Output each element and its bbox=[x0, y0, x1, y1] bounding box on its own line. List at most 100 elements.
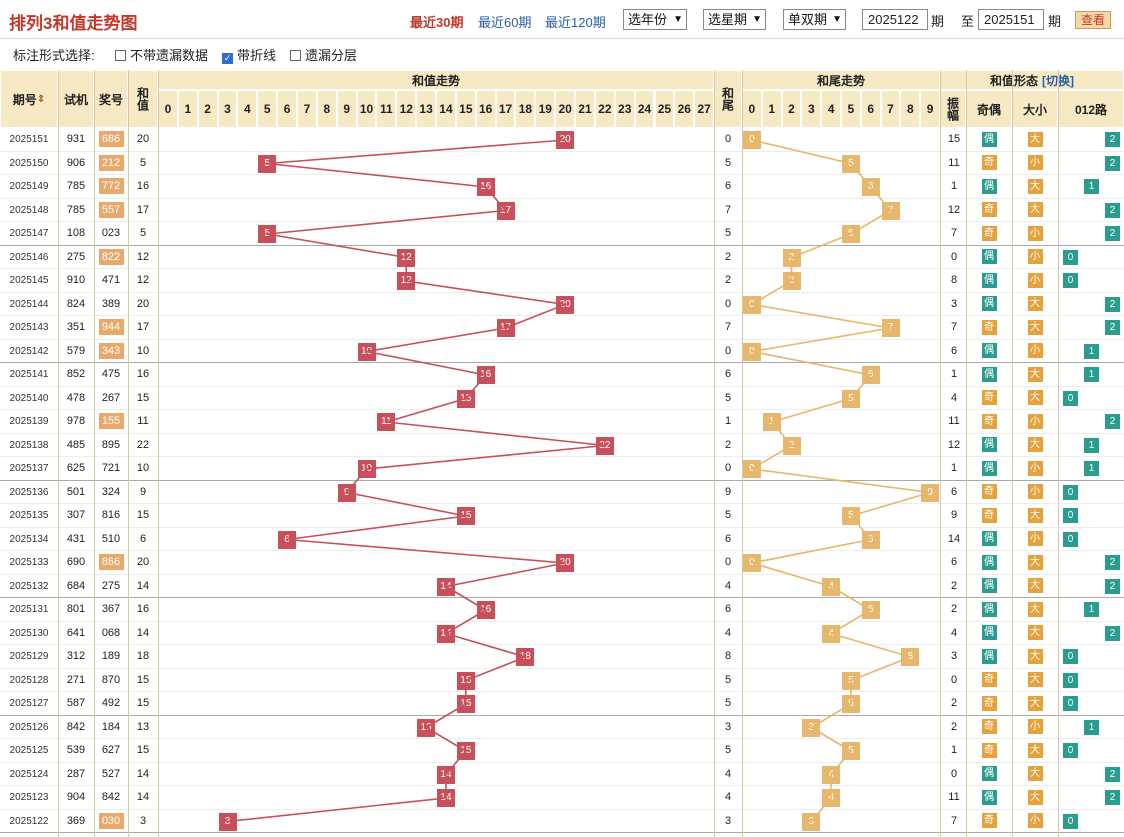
issue-header[interactable]: 期号 ⇕ bbox=[0, 70, 58, 128]
sum-ball: 12 bbox=[397, 272, 416, 290]
route-tag: 2 bbox=[1105, 202, 1120, 218]
big-small-header: 大小 bbox=[1012, 90, 1058, 128]
amplitude-cell: 2 bbox=[950, 697, 958, 709]
odd-even-tag: 奇 bbox=[981, 507, 997, 523]
big-small-tag: 大 bbox=[1027, 648, 1043, 664]
issue-header-label: 期号 bbox=[12, 92, 37, 107]
issue-cell: 2025131 bbox=[9, 604, 49, 615]
big-small-tag: 小 bbox=[1027, 813, 1043, 829]
big-small-cell: 小 bbox=[1012, 457, 1058, 480]
odd-even-issue-select[interactable]: 单双期 ▼ bbox=[783, 9, 846, 30]
test-number-cell: 275 bbox=[66, 250, 86, 263]
recent-30-link[interactable]: 最近30期 bbox=[410, 15, 464, 30]
draw-number-cell: 475 bbox=[94, 363, 128, 386]
route-cell: 0 bbox=[1058, 504, 1124, 527]
tail-ball: 0 bbox=[742, 295, 761, 314]
tail-ball: 4 bbox=[822, 624, 841, 643]
checkbox-icon[interactable] bbox=[290, 50, 301, 61]
draw-number: 267 bbox=[101, 391, 121, 404]
sum-col-header: 17 bbox=[495, 90, 516, 128]
big-small-cell: 大 bbox=[1012, 199, 1058, 222]
tail-cell: 5 bbox=[724, 391, 732, 404]
odd-even-tag: 奇 bbox=[981, 202, 997, 218]
sum-col-header: 14 bbox=[436, 90, 456, 128]
sum-cell: 15 bbox=[136, 673, 150, 686]
draw-number-cell: 184 bbox=[94, 716, 128, 739]
year-select[interactable]: 选年份 ▼ bbox=[623, 9, 687, 30]
test-number-cell: 684 bbox=[66, 579, 86, 592]
amplitude-cell: 0 bbox=[950, 250, 958, 263]
big-small-cell: 大 bbox=[1012, 128, 1058, 151]
big-small-cell: 大 bbox=[1012, 551, 1058, 574]
column-divider bbox=[940, 70, 941, 837]
big-small-tag: 小 bbox=[1027, 460, 1043, 476]
recent-60-link[interactable]: 最近60期 bbox=[478, 15, 532, 30]
issue-cell: 2025148 bbox=[9, 204, 49, 216]
draw-number-cell: 944 bbox=[94, 316, 128, 339]
draw-number: 816 bbox=[101, 509, 121, 521]
big-small-cell: 小 bbox=[1012, 481, 1058, 504]
option-no-omission[interactable]: 不带遗漏数据 bbox=[115, 45, 208, 64]
test-number-cell: 910 bbox=[66, 274, 86, 286]
route-cell: 0 bbox=[1058, 481, 1124, 504]
odd-even-header: 奇偶 bbox=[966, 90, 1012, 128]
odd-even-tag: 奇 bbox=[981, 695, 997, 711]
test-number-cell: 539 bbox=[66, 744, 86, 756]
checkbox-icon[interactable] bbox=[115, 50, 126, 61]
issue-cell: 2025151 bbox=[9, 134, 49, 145]
sum-ball: 14 bbox=[436, 624, 455, 643]
draw-number: 184 bbox=[101, 720, 121, 733]
tail-ball: 0 bbox=[742, 554, 761, 572]
sum-col-header: 24 bbox=[634, 90, 655, 128]
option-with-line[interactable]: ✓ 带折线 bbox=[222, 48, 277, 64]
table-row: 2025122 369 030 3 3 3 3 7 奇 小 0 bbox=[0, 810, 1124, 833]
test-number-cell: 108 bbox=[66, 227, 86, 239]
issue-cell: 2025123 bbox=[9, 792, 49, 803]
test-number-cell: 906 bbox=[66, 156, 86, 169]
tail-ball: 5 bbox=[841, 695, 860, 713]
route-cell: 0 bbox=[1058, 692, 1124, 715]
draw-number-cell: 389 bbox=[94, 293, 128, 316]
big-small-tag: 小 bbox=[1027, 155, 1043, 171]
sum-cell: 22 bbox=[136, 438, 150, 451]
big-small-cell: 小 bbox=[1012, 528, 1058, 551]
odd-even-tag: 偶 bbox=[981, 343, 997, 359]
sum-col-header: 8 bbox=[316, 90, 337, 128]
issue-cell: 2025147 bbox=[9, 228, 49, 239]
amplitude-cell: 7 bbox=[950, 227, 958, 239]
query-button[interactable]: 查看 bbox=[1075, 11, 1111, 29]
option-omission-layer[interactable]: 遗漏分层 bbox=[290, 45, 357, 64]
big-small-cell: 小 bbox=[1012, 152, 1058, 175]
sum-ball: 16 bbox=[476, 178, 495, 196]
tail-cell: 8 bbox=[724, 650, 732, 662]
table-row: 2025138 485 895 22 22 2 2 12 偶大 1 bbox=[0, 434, 1124, 457]
tail-cell: 6 bbox=[724, 368, 732, 380]
checkbox-checked-icon[interactable]: ✓ bbox=[222, 53, 233, 64]
odd-even-tag: 偶 bbox=[981, 366, 997, 382]
big-small-tag: 大 bbox=[1027, 766, 1043, 782]
tail-cell: 6 bbox=[724, 603, 732, 615]
recent-120-link[interactable]: 最近120期 bbox=[545, 15, 606, 30]
route-tag: 1 bbox=[1084, 461, 1099, 476]
route-cell: 1 bbox=[1058, 716, 1124, 739]
amplitude-cell: 4 bbox=[950, 626, 958, 639]
sum-col-header: 15 bbox=[455, 90, 476, 128]
draw-header: 奖号 bbox=[94, 70, 128, 128]
tail-ball: 1 bbox=[762, 413, 781, 431]
form-header-label: 和值形态 bbox=[989, 73, 1038, 88]
big-small-tag: 大 bbox=[1027, 578, 1043, 594]
odd-even-cell: 偶 bbox=[966, 434, 1012, 457]
tail-col-header: 1 bbox=[761, 90, 782, 128]
test-number-cell: 690 bbox=[66, 556, 86, 568]
route-tag: 2 bbox=[1105, 132, 1120, 147]
big-small-tag: 小 bbox=[1027, 484, 1043, 500]
start-issue-input[interactable]: 2025122 bbox=[862, 9, 928, 30]
test-number-cell: 625 bbox=[66, 462, 86, 474]
route-cell: 0 bbox=[1058, 669, 1124, 692]
end-issue-input[interactable]: 2025151 bbox=[978, 9, 1044, 30]
sum-ball: 17 bbox=[496, 319, 515, 337]
route-cell: 2 bbox=[1058, 293, 1124, 316]
weekday-select[interactable]: 选星期 ▼ bbox=[703, 9, 766, 30]
sort-icon[interactable]: ⇕ bbox=[36, 93, 46, 105]
tail-ball: 9 bbox=[921, 483, 940, 502]
